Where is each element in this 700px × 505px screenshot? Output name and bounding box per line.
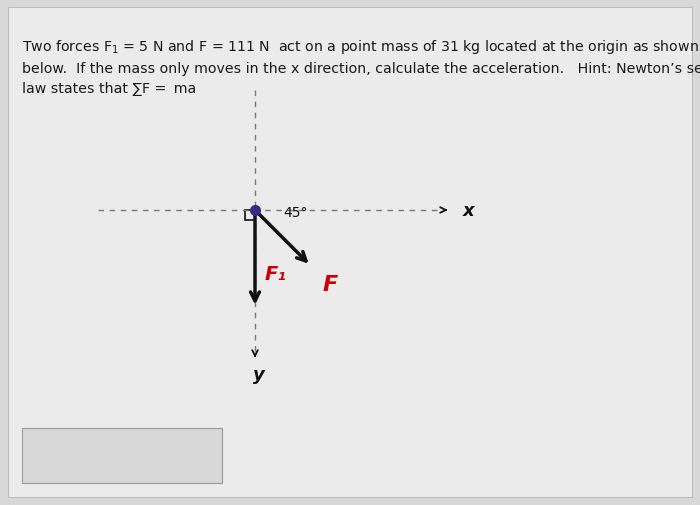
Text: 45°: 45° [283, 206, 307, 220]
FancyBboxPatch shape [8, 8, 692, 497]
Text: y: y [253, 366, 265, 384]
Text: Two forces F$_1$ = 5 N and F = 111 N  act on a point mass of 31 kg located at th: Two forces F$_1$ = 5 N and F = 111 N act… [22, 38, 700, 96]
Text: F₁: F₁ [265, 264, 287, 283]
Text: F: F [323, 274, 338, 294]
FancyBboxPatch shape [22, 428, 222, 483]
Bar [245, 211, 255, 221]
Text: x: x [463, 201, 474, 220]
